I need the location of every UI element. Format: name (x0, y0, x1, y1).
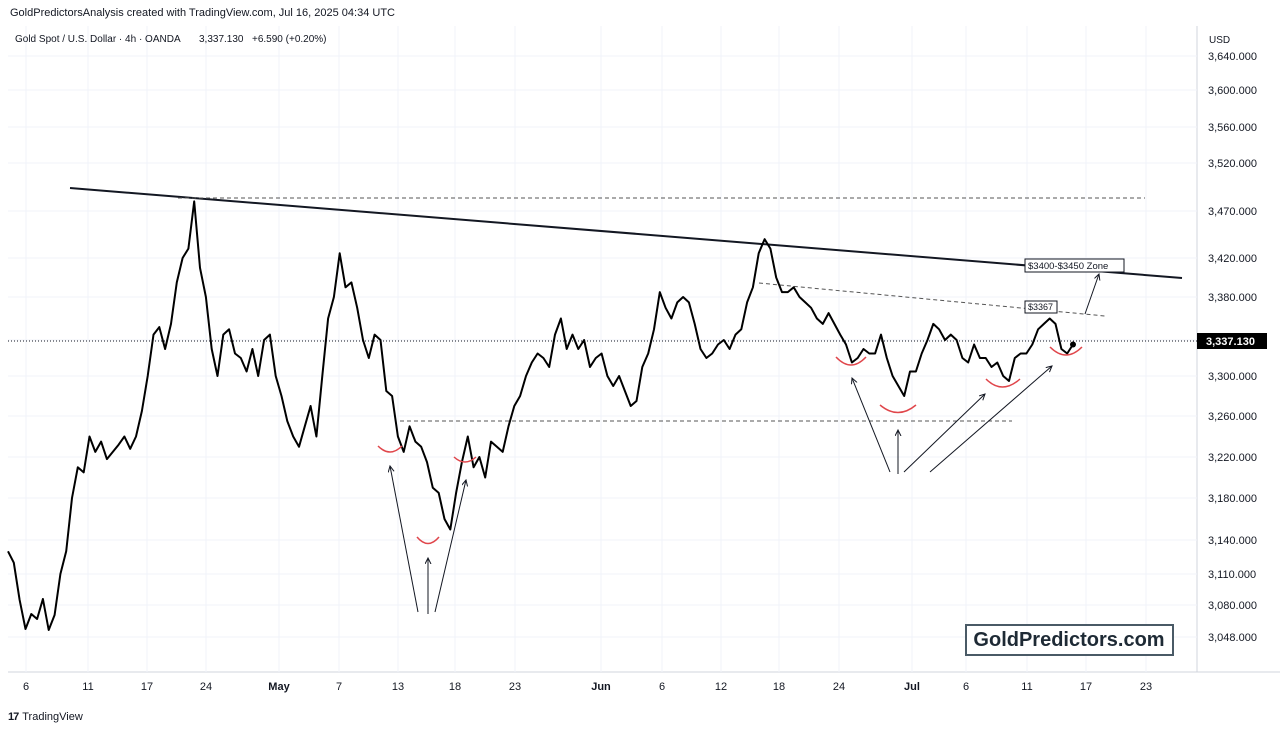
x-tick-label: 12 (715, 681, 727, 693)
x-tick-label: Jul (904, 681, 920, 693)
x-tick-label: 24 (200, 681, 212, 693)
symbol-change: +6.590 (+0.20%) (252, 34, 327, 45)
y-tick-label: 3,520.000 (1208, 158, 1257, 170)
zone-label: $3400-$3450 Zone (1028, 261, 1108, 272)
watermark-box (965, 624, 1174, 656)
x-tick-label: May (268, 681, 290, 693)
x-tick-label: 24 (833, 681, 845, 693)
y-tick-label: 3,110.000 (1208, 569, 1256, 581)
y-tick-label: 3,640.000 (1208, 51, 1257, 63)
x-tick-label: 18 (449, 681, 461, 693)
header-credit: GoldPredictorsAnalysis created with Trad… (10, 7, 395, 19)
currency-label: USD (1209, 35, 1230, 46)
x-tick-label: 17 (141, 681, 153, 693)
last-price-dot (1070, 341, 1076, 348)
zone-label-box[interactable] (1024, 258, 1125, 273)
y-tick-label: 3,380.000 (1208, 292, 1257, 304)
x-tick-label: Jun (591, 681, 611, 693)
x-tick-label: 6 (659, 681, 665, 693)
chart[interactable]: Gold Spot / U.S. Dollar · 4h · OANDA 3,3… (0, 26, 1280, 706)
x-tick-label: 7 (336, 681, 342, 693)
y-tick-label: 3,560.000 (1208, 122, 1257, 134)
descending-trendline[interactable] (69, 187, 1183, 279)
tradingview-logo-icon: 17 (8, 711, 19, 723)
x-tick-label: 18 (773, 681, 785, 693)
y-tick-label: 3,600.000 (1208, 85, 1257, 97)
x-axis-ticks: 6 11 17 24 May 7 13 18 23 Jun 6 12 18 24 Jul 6 11 17 23 (23, 681, 1152, 693)
price-series-line[interactable] (7, 200, 1074, 631)
symbol-name[interactable]: Gold Spot / U.S. Dollar · 4h · OANDA (15, 34, 181, 45)
arrows (390, 274, 1099, 614)
last-price-tag-text: 3,337.130 (1206, 336, 1255, 348)
footer[interactable]: 17 TradingView (8, 708, 83, 726)
y-tick-label: 3,220.000 (1208, 452, 1257, 464)
level-label-box[interactable] (1024, 300, 1058, 314)
y-tick-label: 3,180.000 (1208, 493, 1257, 505)
y-tick-label: 3,048.000 (1208, 632, 1257, 644)
x-tick-label: 23 (509, 681, 521, 693)
x-tick-label: 6 (23, 681, 29, 693)
cup-arcs (377, 346, 1083, 545)
y-tick-label: 3,420.000 (1208, 253, 1257, 265)
watermark: GoldPredictors.com (973, 629, 1164, 651)
x-tick-label: 23 (1140, 681, 1152, 693)
x-tick-label: 11 (1021, 681, 1032, 693)
x-tick-label: 6 (963, 681, 969, 693)
last-price-tag (1197, 333, 1267, 349)
x-tick-label: 17 (1080, 681, 1092, 693)
y-tick-label: 3,300.000 (1208, 371, 1257, 383)
x-tick-label: 13 (392, 681, 404, 693)
x-tick-label: 11 (82, 681, 93, 693)
y-tick-label: 3,470.000 (1208, 206, 1257, 218)
y-tick-label: 3,080.000 (1208, 600, 1257, 612)
symbol-price: 3,337.130 (199, 34, 244, 45)
y-tick-label: 3,140.000 (1208, 535, 1257, 547)
grid (8, 26, 1197, 672)
level-label: $3367 (1028, 302, 1053, 312)
footer-brand: TradingView (22, 711, 83, 723)
y-tick-label: 3,260.000 (1208, 411, 1257, 423)
